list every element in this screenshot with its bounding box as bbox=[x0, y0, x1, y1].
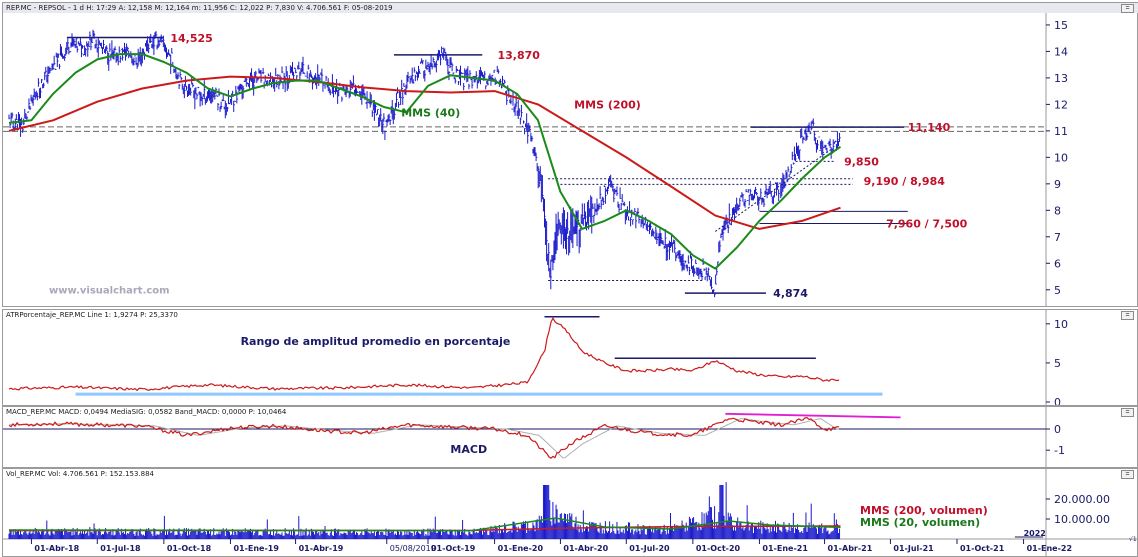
volume-y-tick-label: 10.000.00 bbox=[1054, 513, 1110, 526]
price-y-tick-label: 10 bbox=[1054, 151, 1068, 164]
x-tick-label: 01-Jul-18 bbox=[100, 544, 141, 553]
annotation-mms40: MMS (40) bbox=[401, 106, 460, 119]
x-tick-label: 01-Oct-19 bbox=[431, 544, 476, 553]
atr-label: Rango de amplitud promedio en porcentaje bbox=[241, 335, 511, 348]
atr-y-tick-label: 0 bbox=[1054, 396, 1061, 405]
price-chart: 15 14 13 12 11 10 9 8 7 6 5 14,525 13,870 MMS (200) MM… bbox=[3, 13, 1068, 306]
x-tick-label: 01-Ene-19 bbox=[233, 544, 279, 553]
atr-panel-close-button[interactable]: = bbox=[1121, 311, 1134, 320]
atr-y-tick-label: 5 bbox=[1054, 357, 1061, 370]
annotation-14525: 14,525 bbox=[170, 32, 212, 45]
macd-label: MACD bbox=[450, 443, 487, 456]
price-y-tick-label: 14 bbox=[1054, 45, 1068, 58]
price-y-tick-label: 5 bbox=[1054, 284, 1061, 297]
x-tick-label: 01-Abr-20 bbox=[563, 544, 608, 553]
annotation-9190-8984: 9,190 / 8,984 bbox=[864, 175, 946, 188]
price-y-tick-label: 9 bbox=[1054, 178, 1061, 191]
macd-chart: 0 -1 MACD bbox=[3, 407, 1065, 467]
volume-mms20-label: MMS (20, volumen) bbox=[860, 516, 980, 529]
x-tick-label: 05/08/2019 bbox=[390, 544, 436, 553]
atr-line bbox=[8, 316, 840, 392]
macd-panel-close-button[interactable]: = bbox=[1121, 408, 1134, 417]
mms40-line bbox=[8, 53, 842, 270]
atr-chart: 10 5 0 Rango de amplitud promedio en porcen… bbox=[8, 310, 1068, 405]
annotation-7960-7500: 7,960 / 7,500 bbox=[886, 218, 968, 231]
volume-panel[interactable]: Vol_REP.MC Vol: 4.706.561 P: 152.153.884… bbox=[2, 468, 1138, 557]
macd-y-tick-label: -1 bbox=[1054, 444, 1065, 457]
x-tick-label: 01-Oct-20 bbox=[696, 544, 741, 553]
x-tick-label: 01-Abr-19 bbox=[299, 544, 344, 553]
x-tick-label: 01-Abr-18 bbox=[34, 544, 79, 553]
price-y-tick-label: 11 bbox=[1054, 125, 1068, 138]
macd-line bbox=[8, 416, 840, 459]
annotation-13870: 13,870 bbox=[497, 49, 540, 62]
price-y-tick-label: 12 bbox=[1054, 98, 1068, 111]
x-tick-label: 01-Jul-20 bbox=[629, 544, 670, 553]
x-tick-label: 01-Ene-21 bbox=[762, 544, 808, 553]
price-panel[interactable]: REP.MC - REPSOL - 1 d H: 17:29 A: 12,158… bbox=[2, 2, 1138, 307]
macd-trendline bbox=[725, 412, 901, 419]
annotation-4874: 4,874 bbox=[773, 287, 808, 300]
price-y-tick-label: 6 bbox=[1054, 257, 1061, 270]
volume-mms200-label: MMS (200, volumen) bbox=[860, 504, 988, 517]
x-tick-label: 01-Jul-21 bbox=[893, 544, 934, 553]
macd-y-tick-label: 0 bbox=[1054, 423, 1061, 436]
trend-dotted-line bbox=[714, 148, 832, 232]
x-tick-label: 01-Ene-22 bbox=[1027, 544, 1073, 553]
volume-chart: 20.000.00 10.000.00 MMS (200, volumen)MMS … bbox=[3, 469, 1137, 556]
annotation-mms200: MMS (200) bbox=[574, 98, 641, 111]
volume-y-tick-label: 20.000.00 bbox=[1054, 493, 1110, 506]
volume-mms20-line bbox=[8, 517, 841, 532]
price-y-tick-label: 8 bbox=[1054, 204, 1061, 217]
mms200-line bbox=[8, 75, 841, 230]
annotation-11140: 11,140 bbox=[908, 121, 951, 134]
volume-panel-close-button[interactable]: = bbox=[1121, 470, 1134, 479]
price-panel-close-button[interactable]: = bbox=[1121, 4, 1134, 13]
atr-panel[interactable]: ATRPorcentaje_REP.MC Line 1: 1,9274 P: 2… bbox=[2, 309, 1138, 406]
corner-zoom: √10 bbox=[1129, 536, 1137, 543]
watermark-text: www.visualchart.com bbox=[49, 286, 170, 297]
atr-panel-title: ATRPorcentaje_REP.MC Line 1: 1,9274 P: 2… bbox=[6, 311, 178, 319]
year-marker: 2022 bbox=[1024, 529, 1046, 538]
price-panel-title: REP.MC - REPSOL - 1 d H: 17:29 A: 12,158… bbox=[3, 3, 1138, 13]
price-y-tick-label: 15 bbox=[1054, 19, 1068, 32]
x-tick-label: 01-Oct-21 bbox=[960, 544, 1005, 553]
volume-panel-title: Vol_REP.MC Vol: 4.706.561 P: 152.153.884 bbox=[6, 470, 155, 478]
macd-panel[interactable]: MACD_REP.MC MACD: 0,0494 MediaSIG: 0,058… bbox=[2, 406, 1138, 468]
x-tick-label: 01-Abr-21 bbox=[828, 544, 873, 553]
x-tick-label: 01-Oct-18 bbox=[167, 544, 212, 553]
atr-y-tick-label: 10 bbox=[1054, 318, 1068, 331]
macd-panel-title: MACD_REP.MC MACD: 0,0494 MediaSIG: 0,058… bbox=[6, 408, 287, 416]
price-y-tick-label: 13 bbox=[1054, 72, 1068, 85]
x-tick-label: 01-Ene-20 bbox=[498, 544, 544, 553]
price-y-tick-label: 7 bbox=[1054, 231, 1061, 244]
annotation-9850: 9,850 bbox=[844, 155, 879, 168]
